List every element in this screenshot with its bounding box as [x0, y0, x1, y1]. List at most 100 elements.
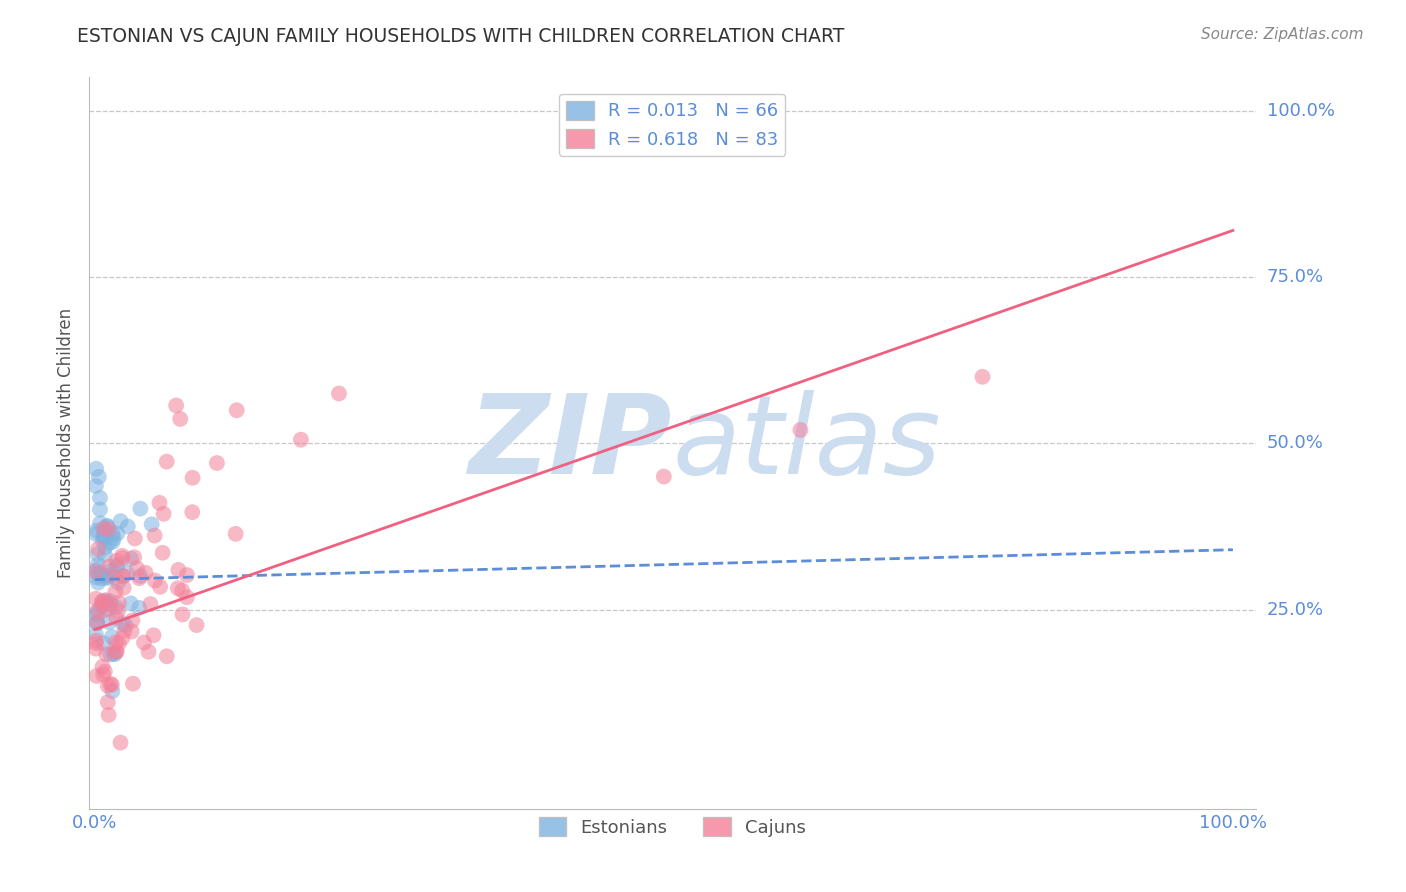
Point	[132, 635, 155, 649]
Point	[84, 527, 107, 541]
Point	[93, 636, 115, 650]
Point	[100, 648, 122, 662]
Point	[90, 599, 112, 614]
Point	[789, 423, 811, 437]
Point	[290, 433, 312, 447]
Point	[107, 575, 129, 590]
Point	[129, 569, 152, 583]
Point	[94, 548, 117, 562]
Point	[121, 624, 143, 639]
Point	[97, 522, 120, 536]
Point	[86, 669, 108, 683]
Point	[101, 526, 124, 541]
Point	[111, 549, 134, 563]
Point	[97, 602, 120, 616]
Point	[652, 469, 675, 483]
Point	[91, 530, 114, 544]
Point	[143, 574, 166, 588]
Point	[107, 559, 129, 574]
Point	[105, 645, 128, 659]
Point	[87, 470, 110, 484]
Point	[86, 607, 108, 622]
Point	[91, 533, 114, 548]
Point	[110, 514, 132, 528]
Point	[108, 596, 131, 610]
Point	[152, 546, 174, 560]
Point	[89, 502, 111, 516]
Point	[97, 708, 120, 723]
Point	[111, 569, 134, 583]
Point	[152, 507, 174, 521]
Point	[120, 596, 142, 610]
Text: 100.0%: 100.0%	[1267, 102, 1334, 120]
Point	[89, 567, 111, 582]
Point	[111, 616, 134, 631]
Point	[141, 517, 163, 532]
Point	[105, 611, 128, 625]
Point	[89, 516, 111, 531]
Point	[148, 496, 170, 510]
Point	[172, 583, 194, 598]
Point	[328, 386, 350, 401]
Point	[100, 563, 122, 577]
Point	[172, 607, 194, 622]
Point	[139, 597, 162, 611]
Point	[205, 456, 228, 470]
Point	[156, 649, 179, 664]
Point	[108, 636, 131, 650]
Point	[156, 455, 179, 469]
Point	[110, 736, 132, 750]
Point	[176, 590, 198, 604]
Point	[84, 633, 107, 648]
Point	[111, 551, 134, 566]
Point	[104, 570, 127, 584]
Point	[107, 604, 129, 618]
Text: Source: ZipAtlas.com: Source: ZipAtlas.com	[1201, 27, 1364, 42]
Point	[122, 550, 145, 565]
Point	[122, 676, 145, 690]
Point	[169, 412, 191, 426]
Text: 75.0%: 75.0%	[1267, 268, 1324, 286]
Point	[96, 570, 118, 584]
Point	[90, 572, 112, 586]
Point	[84, 606, 107, 620]
Point	[124, 532, 146, 546]
Point	[101, 630, 124, 644]
Point	[93, 568, 115, 582]
Point	[101, 534, 124, 549]
Point	[86, 562, 108, 576]
Point	[165, 399, 187, 413]
Point	[87, 541, 110, 556]
Point	[86, 615, 108, 629]
Point	[91, 667, 114, 681]
Point	[93, 593, 115, 607]
Point	[98, 568, 121, 582]
Point	[129, 501, 152, 516]
Point	[91, 594, 114, 608]
Text: 25.0%: 25.0%	[1267, 600, 1324, 618]
Point	[96, 519, 118, 533]
Point	[97, 695, 120, 709]
Point	[112, 581, 135, 595]
Point	[93, 529, 115, 543]
Point	[167, 581, 190, 595]
Point	[138, 645, 160, 659]
Point	[98, 598, 121, 612]
Point	[176, 568, 198, 582]
Point	[84, 628, 107, 642]
Point	[115, 566, 138, 580]
Point	[134, 566, 156, 580]
Point	[101, 684, 124, 698]
Point	[89, 491, 111, 505]
Point	[84, 591, 107, 606]
Point	[225, 526, 247, 541]
Point	[114, 618, 136, 632]
Point	[105, 554, 128, 568]
Point	[93, 603, 115, 617]
Text: ESTONIAN VS CAJUN FAMILY HOUSEHOLDS WITH CHILDREN CORRELATION CHART: ESTONIAN VS CAJUN FAMILY HOUSEHOLDS WITH…	[77, 27, 845, 45]
Point	[84, 479, 107, 493]
Point	[98, 594, 121, 608]
Point	[84, 565, 107, 579]
Point	[86, 566, 108, 581]
Point	[186, 618, 208, 632]
